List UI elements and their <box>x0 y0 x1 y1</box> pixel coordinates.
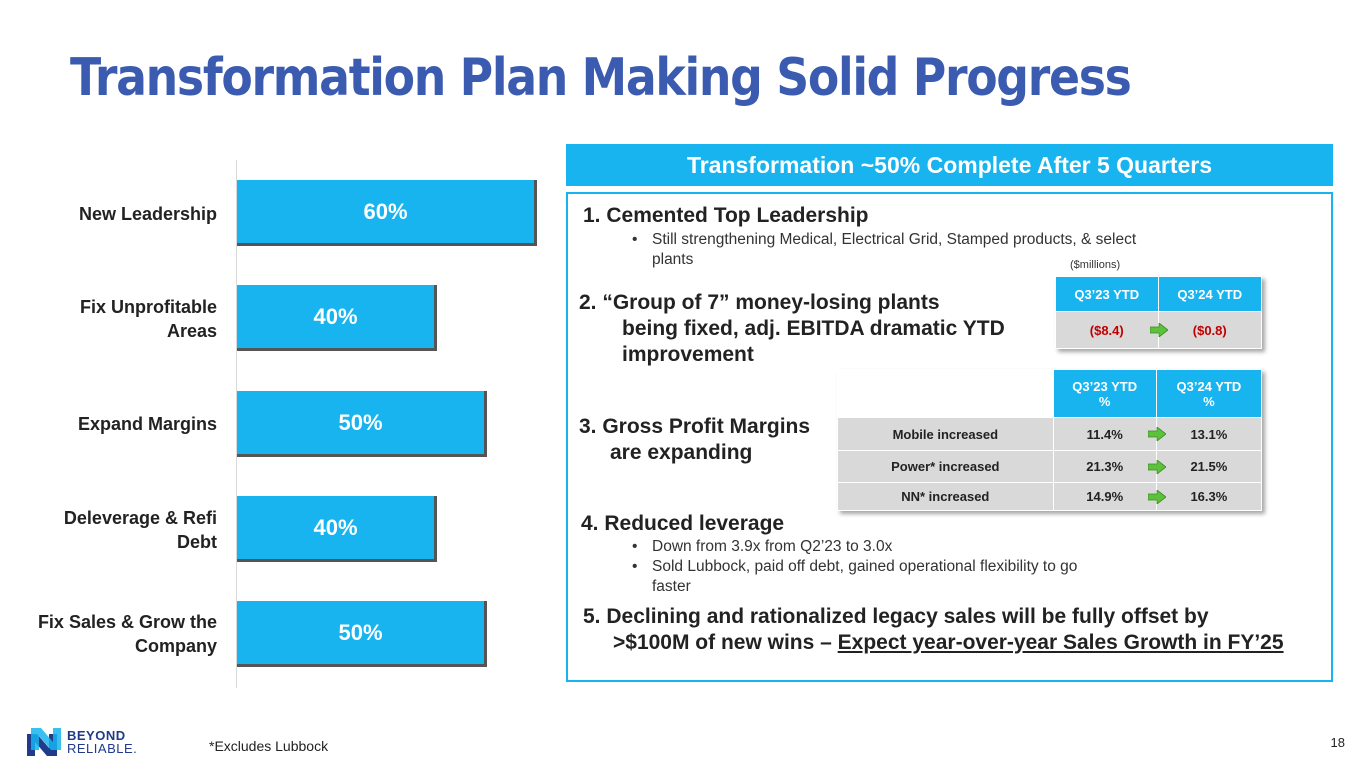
ebitda-col-q323: Q3’23 YTD <box>1055 276 1159 312</box>
row-label: Power* increased <box>837 450 1054 483</box>
arrow-right-icon <box>1147 427 1166 441</box>
item5-heading: 5. Declining and rationalized legacy sal… <box>583 605 1284 654</box>
category-label: Expand Margins <box>77 414 217 434</box>
table-row: NN* increased 14.9% 16.3% <box>837 482 1263 511</box>
margin-header-blank <box>838 370 1054 418</box>
company-logo: BEYOND RELIABLE. <box>27 726 177 763</box>
sales-growth-highlight: Expect year-over-year Sales Growth in FY… <box>837 631 1284 654</box>
bar-value-label: 50% <box>338 619 383 645</box>
margin-col-q324: Q3’24 YTD% <box>1155 369 1263 418</box>
category-label: Deleverage & Refi Debt <box>63 508 217 552</box>
margin-col-q323: Q3’23 YTD% <box>1052 369 1157 418</box>
bar-value-label: 40% <box>313 514 358 540</box>
bar-1: 40% <box>237 285 437 351</box>
row-value-q324: 16.3% <box>1155 482 1263 511</box>
bar-value-label: 50% <box>338 409 383 435</box>
arrow-right-icon <box>1147 459 1166 474</box>
item3-heading: 3. Gross Profit Margins are expanding <box>579 415 811 464</box>
ebitda-table: Q3’23 YTD Q3’24 YTD ($8.4) ($0.8) <box>1055 276 1262 349</box>
row-label: NN* increased <box>837 482 1054 511</box>
page-number: 18 <box>1330 735 1345 750</box>
ebitda-value-q324: ($0.8) <box>1157 311 1262 349</box>
row-value-q323: 14.9% <box>1052 482 1166 511</box>
logo-line1: BEYOND <box>67 728 126 743</box>
arrow-right-icon <box>1149 323 1168 337</box>
ebitda-value-q323: ($8.4) <box>1055 311 1168 349</box>
margin-table: Q3’23 YTD% Q3’24 YTD% Mobile increased 1… <box>837 369 1263 511</box>
arrow-right-icon <box>1147 489 1166 504</box>
bar-4: 50% <box>237 601 487 667</box>
beyond-reliable-logo-icon <box>27 728 61 756</box>
footnote: *Excludes Lubbock <box>209 738 329 754</box>
category-label: Fix Sales & Grow the Company <box>37 612 217 656</box>
row-value-q324: 21.5% <box>1155 450 1263 483</box>
bar-value-label: 40% <box>313 303 358 329</box>
logo-line2: RELIABLE. <box>67 741 138 756</box>
item4-heading: 4. Reduced leverage <box>581 512 785 535</box>
row-value-q324: 13.1% <box>1155 417 1263 451</box>
category-label: New Leadership <box>78 204 217 224</box>
summary-banner: Transformation ~50% Complete After 5 Qua… <box>566 144 1333 186</box>
page-title: Transformation Plan Making Solid Progres… <box>70 48 1132 108</box>
chart-axis-line <box>236 160 237 688</box>
category-label: Fix Unprofitable Areas <box>79 297 217 341</box>
row-value-q323: 11.4% <box>1052 417 1166 451</box>
bar-3: 40% <box>237 496 437 562</box>
ebitda-col-q324: Q3’24 YTD <box>1157 276 1262 312</box>
item2-heading: 2. “Group of 7” money-losing plants bein… <box>579 291 1005 366</box>
table-row: Mobile increased 11.4% 13.1% <box>837 417 1263 451</box>
item1-bullet: • Still strengthening Medical, Electrical… <box>632 231 1137 268</box>
row-value-q323: 21.3% <box>1052 450 1166 483</box>
bar-2: 50% <box>237 391 487 457</box>
item4-bullet-1: • Down from 3.9x from Q2’23 to 3.0x <box>632 538 893 555</box>
item4-bullet-2: • Sold Lubbock, paid off debt, gained ope… <box>632 558 1078 595</box>
units-note: ($millions) <box>1070 259 1121 271</box>
bar-value-label: 60% <box>363 198 408 224</box>
row-label: Mobile increased <box>837 417 1054 451</box>
bar-0: 60% <box>237 180 537 246</box>
table-row: Power* increased 21.3% 21.5% <box>837 450 1263 483</box>
item1-heading: 1. Cemented Top Leadership <box>583 204 869 227</box>
